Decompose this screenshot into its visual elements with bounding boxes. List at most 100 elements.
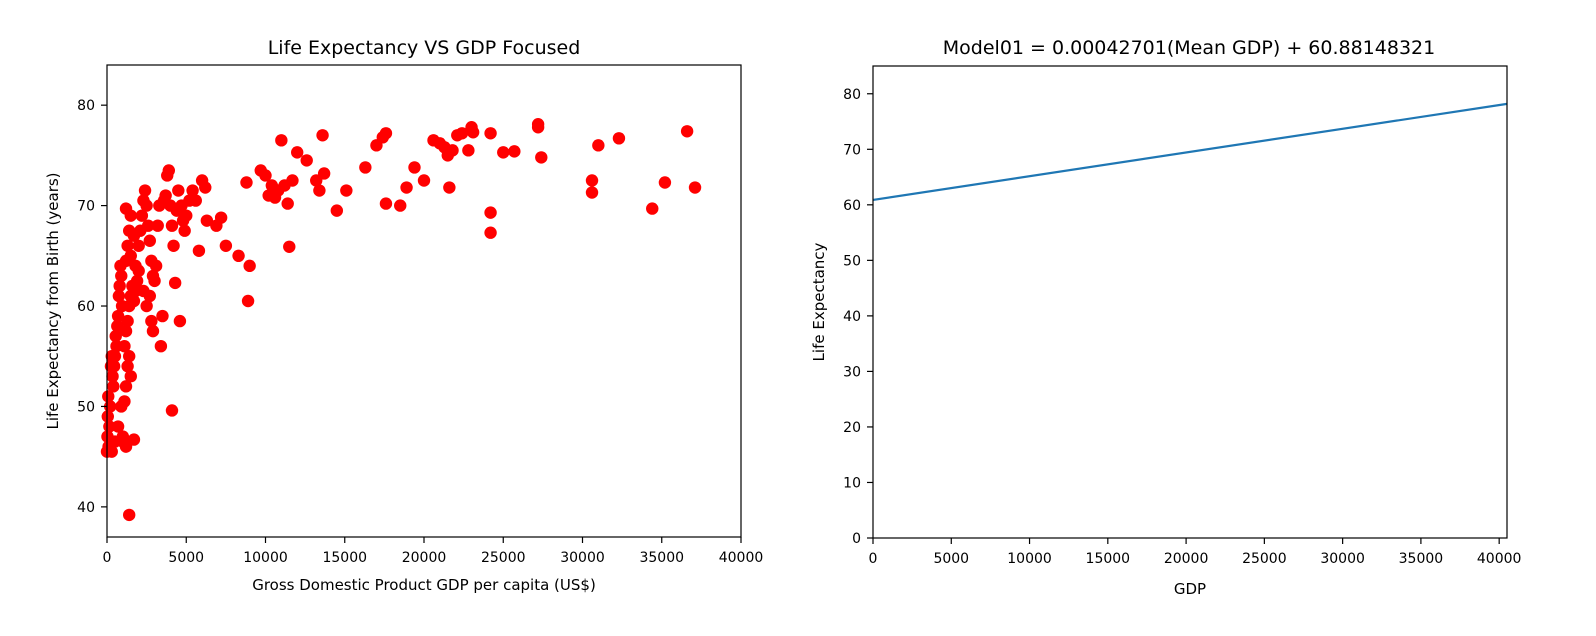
scatter-point [145, 314, 158, 328]
scatter-point [143, 234, 156, 247]
scatter-point [107, 380, 120, 393]
scatter-point [148, 274, 161, 288]
scatter-point [275, 134, 288, 147]
scatter-x-tick-label: 5000 [168, 550, 204, 566]
scatter-point [455, 127, 469, 140]
line-y-tick-label: 10 [843, 475, 861, 491]
scatter-point [300, 154, 313, 167]
scatter-point [484, 226, 497, 239]
line-x-tick-label: 10000 [1007, 551, 1052, 567]
scatter-point [142, 219, 155, 232]
scatter-point [240, 176, 253, 189]
line-y-tick-label: 0 [852, 531, 861, 547]
regression-line [872, 102, 1508, 202]
scatter-chart: Life Expectancy VS GDP Focused 0 5000 1000… [44, 37, 763, 594]
scatter-point [121, 314, 134, 328]
scatter-point [219, 239, 233, 252]
line-chart-title: Model01 = 0.00042701(Mean GDP) + 60.8814… [943, 37, 1435, 59]
scatter-point [173, 314, 187, 328]
scatter-point [111, 309, 125, 323]
scatter-point [172, 184, 185, 197]
scatter-point [291, 146, 304, 159]
scatter-point [154, 339, 168, 353]
scatter-points [100, 118, 702, 522]
scatter-point [658, 176, 672, 189]
scatter-point [281, 197, 294, 210]
scatter-point [115, 269, 128, 283]
scatter-point [119, 440, 133, 453]
scatter-y-tick-label: 70 [77, 199, 95, 215]
scatter-y-tick-label: 60 [77, 299, 95, 315]
scatter-point [680, 125, 694, 138]
scatter-point [122, 350, 136, 363]
scatter-point [124, 370, 137, 383]
scatter-point [132, 239, 145, 252]
scatter-point [124, 249, 137, 263]
scatter-point [484, 127, 497, 140]
scatter-point [359, 161, 372, 174]
scatter-point [127, 294, 141, 308]
scatter-point [146, 324, 160, 338]
scatter-point [109, 329, 122, 343]
scatter-point [286, 174, 299, 187]
scatter-point [592, 139, 605, 152]
line-y-axis-ticks: 0 10 20 30 40 50 60 70 80 [843, 87, 873, 547]
scatter-point [283, 240, 296, 253]
scatter-point [127, 433, 141, 446]
scatter-x-axis-ticks: 0 5000 10000 15000 20000 25000 30000 35000 40000 [103, 537, 764, 566]
scatter-point [118, 395, 131, 408]
line-y-axis-label: Life Expectancy [810, 242, 828, 361]
scatter-point [535, 151, 548, 164]
line-x-tick-label: 20000 [1164, 551, 1209, 567]
line-y-tick-label: 40 [843, 309, 861, 325]
scatter-point [118, 339, 131, 353]
scatter-point [129, 259, 142, 273]
scatter-point [167, 239, 180, 252]
scatter-x-tick-label: 40000 [719, 550, 764, 566]
scatter-point [612, 132, 626, 145]
scatter-point [379, 127, 393, 140]
line-y-tick-label: 80 [843, 87, 861, 103]
scatter-point [121, 360, 134, 373]
scatter-point [199, 181, 212, 194]
scatter-x-tick-label: 15000 [322, 550, 367, 566]
scatter-point [140, 299, 153, 313]
scatter-point [101, 410, 114, 423]
scatter-y-tick-label: 40 [77, 500, 95, 516]
scatter-point [400, 181, 413, 194]
scatter-point [143, 289, 156, 303]
scatter-point [200, 214, 214, 227]
scatter-point [192, 244, 206, 257]
scatter-x-tick-label: 10000 [243, 550, 288, 566]
scatter-point [259, 169, 272, 182]
line-x-tick-label: 5000 [933, 551, 969, 567]
scatter-point [119, 324, 133, 338]
scatter-point [108, 350, 122, 363]
scatter-point [180, 209, 193, 222]
scatter-point [313, 184, 326, 197]
scatter-point [189, 194, 202, 207]
scatter-point [103, 420, 116, 433]
scatter-point [106, 370, 119, 383]
scatter-point [316, 129, 329, 142]
scatter-point [585, 186, 599, 199]
scatter-axes-frame [106, 64, 742, 538]
scatter-point [105, 445, 118, 458]
scatter-point [140, 199, 153, 212]
line-x-tick-label: 25000 [1242, 551, 1287, 567]
scatter-point [688, 181, 702, 194]
scatter-point [121, 239, 134, 252]
scatter-y-axis-label: Life Expectancy from Birth (years) [44, 172, 62, 429]
scatter-point [484, 206, 497, 219]
scatter-point [156, 309, 169, 323]
scatter-point [165, 219, 179, 232]
scatter-x-axis-label: Gross Domestic Product GDP per capita (U… [252, 576, 596, 594]
scatter-point [497, 146, 510, 159]
scatter-point [124, 209, 137, 222]
scatter-point [178, 224, 191, 237]
line-y-tick-label: 60 [843, 198, 861, 214]
scatter-point [138, 184, 152, 197]
scatter-x-tick-label: 0 [103, 550, 112, 566]
scatter-point [379, 197, 393, 210]
